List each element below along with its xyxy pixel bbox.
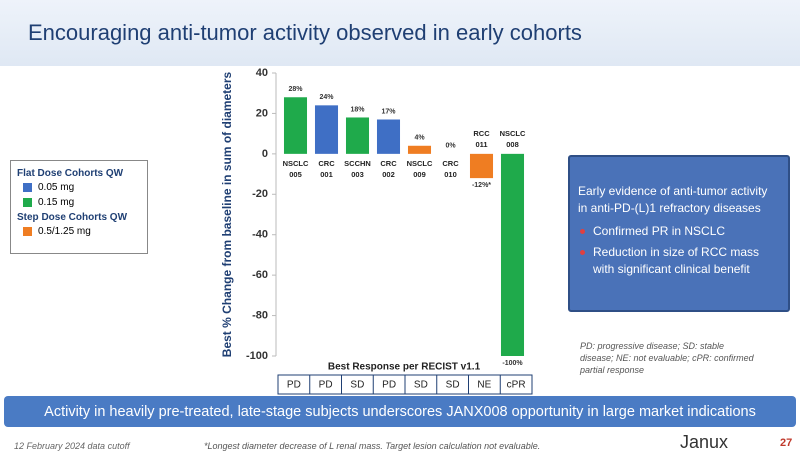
- x-tick-label: NSCLC: [407, 159, 433, 168]
- header-band: [0, 0, 800, 66]
- footer-date: 12 February 2024 data cutoff: [14, 441, 130, 451]
- y-tick-label: -80: [252, 309, 268, 321]
- y-tick-label: -100: [246, 350, 268, 362]
- legend-label: 0.15 mg: [38, 197, 75, 208]
- bullet-text: Confirmed PR in NSCLC: [593, 224, 726, 238]
- value-label: 17%: [381, 108, 396, 115]
- bar: [314, 105, 339, 154]
- x-tick-label: NSCLC: [500, 129, 526, 138]
- bullet: Reduction in size of RCC mass with signi…: [578, 244, 780, 278]
- x-tick-label: SCCHN: [344, 159, 371, 168]
- value-label: -100%: [502, 360, 523, 367]
- value-label: 18%: [350, 106, 365, 113]
- bar: [376, 119, 401, 154]
- response-label: SD: [350, 380, 364, 391]
- x-tick-label: CRC: [380, 159, 397, 168]
- y-tick-label: 40: [256, 67, 268, 79]
- bullet: Confirmed PR in NSCLC: [578, 223, 780, 240]
- value-label: 0%: [445, 143, 456, 150]
- response-label: PD: [287, 380, 301, 391]
- banner-text: Activity in heavily pre-treated, late-st…: [44, 404, 756, 420]
- value-label: 4%: [414, 135, 425, 142]
- legend-swatch: [23, 183, 32, 192]
- x-tick-label: CRC: [318, 159, 335, 168]
- x-axis-label: Best Response per RECIST v1.1: [328, 362, 481, 373]
- value-label: -12%*: [472, 182, 491, 189]
- footer-note: *Longest diameter decrease of L renal ma…: [204, 441, 541, 451]
- x-tick-label: 008: [506, 140, 519, 149]
- bullet-dot: [580, 250, 585, 255]
- bar: [283, 97, 308, 154]
- x-tick-label: 001: [320, 170, 333, 179]
- logo: Janux: [680, 432, 729, 452]
- legend-label: 0.5/1.25 mg: [38, 226, 91, 237]
- x-tick-label: 009: [413, 170, 426, 179]
- abbreviations: PD: progressive disease; SD: stable dise…: [580, 341, 754, 375]
- response-label: SD: [446, 380, 460, 391]
- response-label: PD: [382, 380, 396, 391]
- x-tick-label: RCC: [473, 129, 490, 138]
- x-tick-label: NSCLC: [283, 159, 309, 168]
- y-tick-label: -60: [252, 269, 268, 281]
- legend-group-title: Flat Dose Cohorts QW: [17, 168, 124, 179]
- banner: [4, 396, 796, 427]
- x-tick-label: 011: [475, 140, 487, 149]
- response-label: PD: [319, 380, 333, 391]
- bar: [407, 145, 432, 154]
- legend-swatch: [23, 227, 32, 236]
- response-label: cPR: [507, 380, 526, 391]
- x-tick-label: 002: [382, 170, 395, 179]
- legend-label: 0.05 mg: [38, 182, 75, 193]
- bar: [500, 153, 525, 356]
- value-label: 28%: [288, 86, 303, 93]
- y-tick-label: 20: [256, 107, 268, 119]
- page-number: 27: [780, 437, 793, 449]
- y-tick-label: -40: [252, 229, 268, 241]
- x-tick-label: 010: [444, 170, 457, 179]
- legend-item: 0.05 mg: [23, 182, 141, 193]
- slide-title: Encouraging anti-tumor activity observed…: [28, 20, 582, 45]
- legend-group-title: Step Dose Cohorts QW: [17, 212, 128, 223]
- x-tick-label: 003: [351, 170, 364, 179]
- y-tick-label: 0: [262, 148, 268, 160]
- bullet-list: Confirmed PR in NSCLC Reduction in size o…: [578, 223, 780, 278]
- y-axis-label: Best % Change from baseline in sum of di…: [220, 71, 234, 357]
- legend-item: 0.5/1.25 mg: [23, 226, 141, 237]
- bar: [345, 117, 370, 154]
- legend-item: 0.15 mg: [23, 197, 141, 208]
- y-tick-label: -20: [252, 188, 268, 200]
- response-label: NE: [477, 380, 491, 391]
- response-label: SD: [414, 380, 428, 391]
- bullet-dot: [580, 229, 585, 234]
- x-tick-label: 005: [289, 170, 302, 179]
- callout: Early evidence of anti-tumor activity in…: [568, 155, 790, 312]
- legend-swatch: [23, 198, 32, 207]
- legend: Flat Dose Cohorts QW 0.05 mg 0.15 mg Step D…: [10, 160, 148, 254]
- value-label: 24%: [319, 94, 334, 101]
- x-tick-label: CRC: [442, 159, 459, 168]
- bar: [469, 153, 494, 179]
- callout-title: Early evidence of anti-tumor activity in…: [578, 184, 768, 215]
- bullet-text: Reduction in size of RCC mass with signi…: [593, 245, 760, 276]
